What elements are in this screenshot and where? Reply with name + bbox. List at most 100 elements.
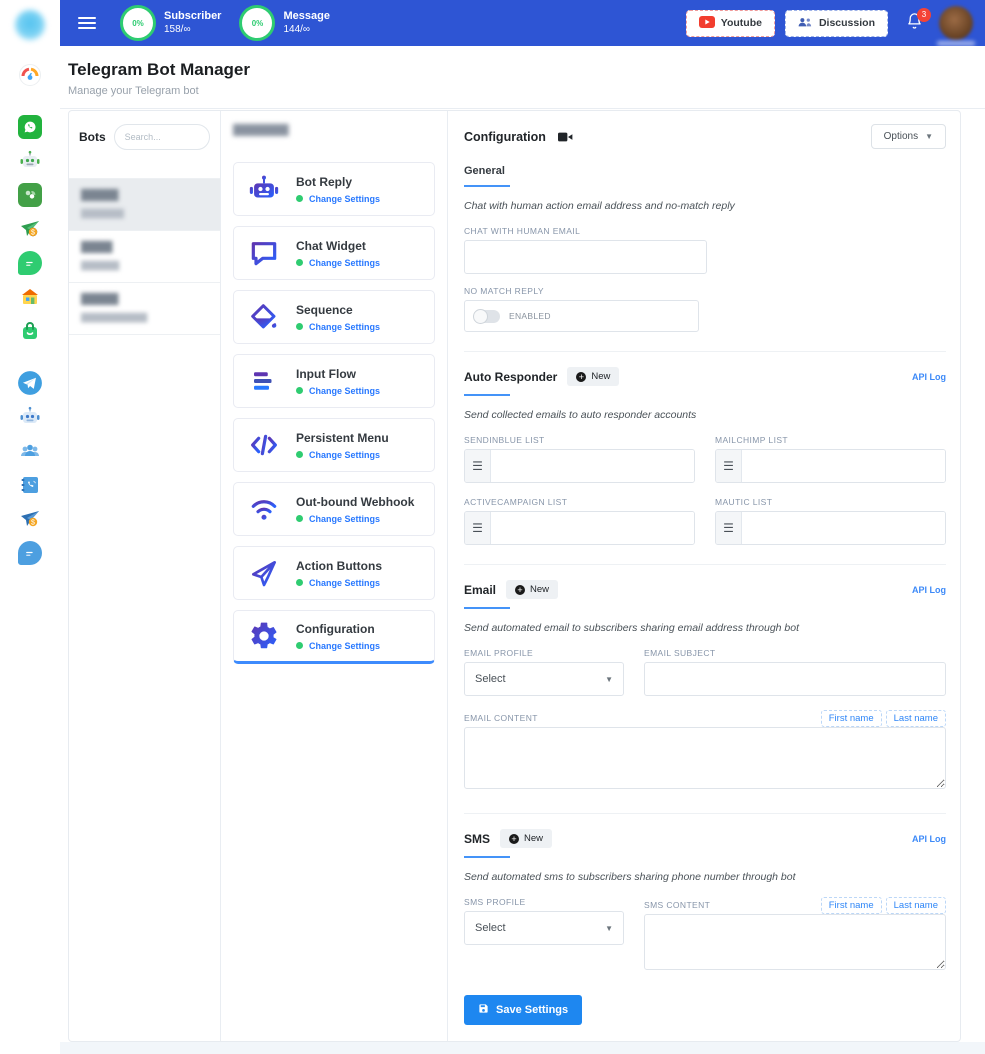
email-new-button[interactable]: +New xyxy=(506,580,558,599)
sms-new-button[interactable]: +New xyxy=(500,829,552,848)
telegram-chat-icon[interactable] xyxy=(17,540,43,566)
youtube-icon xyxy=(699,16,715,31)
menu-card-chat-widget[interactable]: Chat Widget Change Settings xyxy=(233,226,435,280)
plus-icon: + xyxy=(576,372,586,382)
activecampaign-list-label: ACTIVECAMPAIGN LIST xyxy=(464,497,695,507)
last-name-variable-button[interactable]: Last name xyxy=(886,897,946,914)
last-name-variable-button[interactable]: Last name xyxy=(886,710,946,727)
whatsapp-icon[interactable] xyxy=(17,114,43,140)
bot-name: ██████ xyxy=(81,190,208,202)
chevron-down-icon: ▼ xyxy=(925,132,933,141)
change-settings-link[interactable]: Change Settings xyxy=(309,258,380,268)
email-content-textarea[interactable] xyxy=(464,727,946,789)
sms-api-log-link[interactable]: API Log xyxy=(912,834,946,844)
app-logo[interactable] xyxy=(15,10,45,40)
menu-card-action-buttons[interactable]: Action Buttons Change Settings xyxy=(233,546,435,600)
bot-list-item[interactable]: █████ ████████ xyxy=(69,231,220,283)
bot-list-item[interactable]: ██████ █████████ xyxy=(69,178,220,231)
whatsapp-chat-icon[interactable] xyxy=(17,250,43,276)
whatsapp-bot-icon[interactable] xyxy=(17,148,43,174)
sendinblue-list-input[interactable] xyxy=(491,450,694,482)
telegram-icon[interactable] xyxy=(17,370,43,396)
topbar: 0% Subscriber 158/∞ 0% Message 144/∞ You… xyxy=(60,0,985,46)
store-icon[interactable] xyxy=(17,284,43,310)
user-menu[interactable] xyxy=(939,6,973,40)
menu-card-configuration[interactable]: Configuration Change Settings xyxy=(233,610,435,664)
mailchimp-list-input[interactable] xyxy=(742,450,945,482)
bot-description: ████████ xyxy=(81,261,208,271)
mautic-list-input[interactable] xyxy=(742,512,945,544)
avatar[interactable] xyxy=(939,6,973,40)
menu-card-input-flow[interactable]: Input Flow Change Settings xyxy=(233,354,435,408)
email-profile-select[interactable]: Select▼ xyxy=(464,662,624,696)
menu-card-bot-reply[interactable]: Bot Reply Change Settings xyxy=(233,162,435,216)
activecampaign-list-input[interactable] xyxy=(491,512,694,544)
email-subject-input[interactable] xyxy=(644,662,946,696)
options-dropdown-button[interactable]: Options▼ xyxy=(871,124,946,149)
save-icon xyxy=(478,1003,489,1017)
menu-card-sequence[interactable]: Sequence Change Settings xyxy=(233,290,435,344)
status-dot xyxy=(296,579,303,586)
persistent-menu-icon xyxy=(246,429,282,461)
first-name-variable-button[interactable]: First name xyxy=(821,710,882,727)
save-settings-button[interactable]: Save Settings xyxy=(464,995,582,1025)
first-name-variable-button[interactable]: First name xyxy=(821,897,882,914)
discussion-button[interactable]: Discussion xyxy=(785,10,888,37)
change-settings-link[interactable]: Change Settings xyxy=(309,450,380,460)
menu-card-outbound-webhook[interactable]: Out-bound Webhook Change Settings xyxy=(233,482,435,536)
status-dot xyxy=(296,387,303,394)
auto-responder-api-log-link[interactable]: API Log xyxy=(912,372,946,382)
configuration-icon xyxy=(246,620,282,652)
bot-list-item[interactable]: ██████ ██████████████ xyxy=(69,283,220,335)
menu-item-label: Configuration xyxy=(296,622,380,636)
section-underline xyxy=(464,394,510,396)
message-stat: 0% Message 144/∞ xyxy=(239,5,329,41)
telegram-broadcast-icon[interactable]: $ xyxy=(17,506,43,532)
change-settings-link[interactable]: Change Settings xyxy=(309,386,380,396)
whatsapp-broadcast-icon[interactable]: $ xyxy=(17,216,43,242)
menu-card-persistent-menu[interactable]: Persistent Menu Change Settings xyxy=(233,418,435,472)
sequence-icon xyxy=(246,301,282,333)
auto-responder-new-button[interactable]: +New xyxy=(567,367,619,386)
change-settings-link[interactable]: Change Settings xyxy=(309,194,380,204)
youtube-button[interactable]: Youtube xyxy=(686,10,775,37)
plus-icon: + xyxy=(509,834,519,844)
bot-settings-menu: █████████ Bot Reply Change Settings Chat… xyxy=(221,111,448,1041)
status-dot xyxy=(296,515,303,522)
dashboard-icon[interactable] xyxy=(17,62,43,88)
auto-responder-section-title: Auto Responder xyxy=(464,370,557,384)
status-dot xyxy=(296,642,303,649)
chat-widget-icon xyxy=(246,237,282,269)
sms-profile-label: SMS PROFILE xyxy=(464,897,624,907)
bots-panel: Bots ██████ █████████ █████ ████████ ███… xyxy=(69,111,221,1041)
input-flow-icon xyxy=(246,366,282,396)
bot-manager-card: Bots ██████ █████████ █████ ████████ ███… xyxy=(68,110,961,1042)
video-tutorial-icon[interactable] xyxy=(558,131,573,143)
chat-with-human-email-input[interactable] xyxy=(464,240,707,274)
telegram-bot-icon[interactable] xyxy=(17,404,43,430)
menu-item-label: Action Buttons xyxy=(296,559,382,573)
menu-item-label: Bot Reply xyxy=(296,175,380,189)
enabled-toggle[interactable] xyxy=(474,310,500,323)
notification-badge: 3 xyxy=(917,8,931,22)
telegram-group-icon[interactable] xyxy=(17,438,43,464)
change-settings-link[interactable]: Change Settings xyxy=(309,514,380,524)
bots-panel-title: Bots xyxy=(79,130,106,144)
svg-text:$: $ xyxy=(31,230,35,237)
telegram-contacts-icon[interactable] xyxy=(17,472,43,498)
change-settings-link[interactable]: Change Settings xyxy=(309,322,380,332)
change-settings-link[interactable]: Change Settings xyxy=(309,578,380,588)
menu-toggle-icon[interactable] xyxy=(78,14,96,32)
bot-search-input[interactable] xyxy=(114,124,210,150)
page-header: Telegram Bot Manager Manage your Telegra… xyxy=(60,46,985,109)
whatsapp-catalog-icon[interactable] xyxy=(17,182,43,208)
notifications-button[interactable]: 3 xyxy=(906,12,923,35)
no-match-reply-toggle-box: ENABLED xyxy=(464,300,699,332)
section-underline xyxy=(464,856,510,858)
change-settings-link[interactable]: Change Settings xyxy=(309,641,380,651)
email-api-log-link[interactable]: API Log xyxy=(912,585,946,595)
list-icon: ☰ xyxy=(465,450,491,482)
shopping-bag-icon[interactable] xyxy=(17,318,43,344)
sms-profile-select[interactable]: Select▼ xyxy=(464,911,624,945)
sms-content-textarea[interactable] xyxy=(644,914,946,970)
